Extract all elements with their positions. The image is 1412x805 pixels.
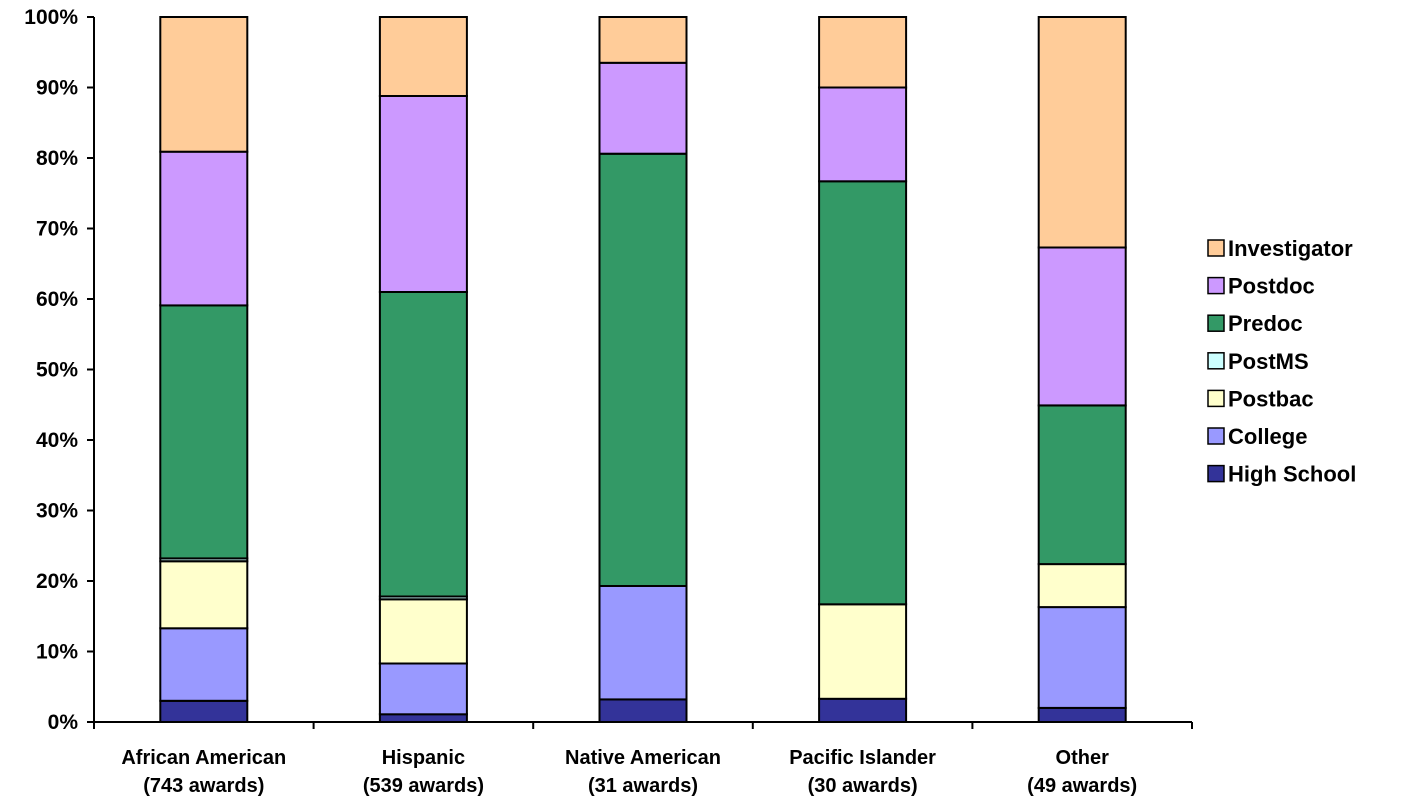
bar-other-postbac	[1037, 563, 1127, 609]
bar-hispanic-postbac	[378, 598, 468, 665]
bar-native-american-high-school	[598, 698, 688, 724]
bar-hispanic-postdoc	[378, 95, 468, 293]
legend-label-high-school: High School	[1228, 462, 1356, 487]
legend-label-postms: PostMS	[1228, 349, 1309, 374]
category-label-hispanic: Hispanic (539 awards)	[363, 747, 484, 797]
bar-african-american-high-school	[159, 699, 249, 724]
bar-hispanic-high-school	[378, 713, 468, 724]
y-tick-label-9: 90%	[36, 77, 78, 100]
bar-other-predoc	[1037, 404, 1127, 566]
y-tick-label-5: 50%	[36, 359, 78, 382]
bar-hispanic-predoc	[378, 290, 468, 598]
bar-pacific-islander-postbac	[818, 603, 908, 700]
y-tick-label-8: 80%	[36, 147, 78, 170]
legend-swatch-predoc	[1207, 314, 1225, 332]
bar-african-american-postbac	[159, 560, 249, 630]
legend-label-predoc: Predoc	[1228, 311, 1303, 336]
bar-native-american-predoc	[598, 152, 688, 588]
legend-swatch-college	[1207, 427, 1225, 445]
bar-pacific-islander-postdoc	[818, 86, 908, 183]
category-label-other: Other (49 awards)	[1027, 747, 1137, 797]
legend-label-college: College	[1228, 424, 1307, 449]
bar-native-american-college	[598, 584, 688, 701]
bar-other-postdoc	[1037, 246, 1127, 407]
legend-swatch-postbac	[1207, 389, 1225, 408]
category-label-african-american: African American (743 awards)	[121, 747, 286, 797]
legend-label-postdoc: Postdoc	[1228, 274, 1315, 299]
category-label-pacific-islander: Pacific Islander (30 awards)	[789, 747, 936, 797]
y-tick-label-0: 0%	[48, 711, 79, 734]
y-tick-label-7: 70%	[36, 218, 78, 241]
bar-african-american-postdoc	[159, 150, 249, 307]
y-tick-label-3: 30%	[36, 500, 78, 523]
bar-african-american-college	[159, 627, 249, 702]
bar-african-american-investigator	[159, 16, 249, 153]
bar-hispanic-investigator	[378, 16, 468, 97]
bars-layer	[159, 16, 1127, 724]
y-tick-label-10: 100%	[24, 6, 78, 29]
legend-swatch-investigator	[1207, 239, 1225, 257]
bar-other-college	[1037, 606, 1127, 709]
y-tick-label-4: 40%	[36, 429, 78, 452]
bar-other-high-school	[1037, 706, 1127, 724]
bar-pacific-islander-high-school	[818, 697, 908, 724]
bar-native-american-investigator	[598, 16, 688, 64]
legend-swatch-postms	[1207, 352, 1225, 370]
category-label-native-american: Native American (31 awards)	[565, 747, 721, 797]
y-tick-label-1: 10%	[36, 641, 78, 664]
legend-swatch-postdoc	[1207, 276, 1225, 295]
y-tick-label-2: 20%	[36, 570, 78, 593]
legend-swatch-high-school	[1207, 464, 1225, 483]
legend: Investigator Postdoc Predoc PostMS Postbac Co…	[1207, 236, 1356, 487]
bar-pacific-islander-investigator	[818, 16, 908, 89]
y-tick-label-6: 60%	[36, 288, 78, 311]
legend-label-postbac: Postbac	[1228, 386, 1314, 411]
bar-pacific-islander-predoc	[818, 180, 908, 606]
bar-hispanic-college	[378, 662, 468, 716]
bar-native-american-postdoc	[598, 61, 688, 155]
bar-other-investigator	[1037, 16, 1127, 249]
bar-african-american-predoc	[159, 304, 249, 560]
axes-layer: African American (743 awards) Hispanic (539…	[24, 6, 1193, 797]
legend-label-investigator: Investigator	[1228, 236, 1353, 261]
